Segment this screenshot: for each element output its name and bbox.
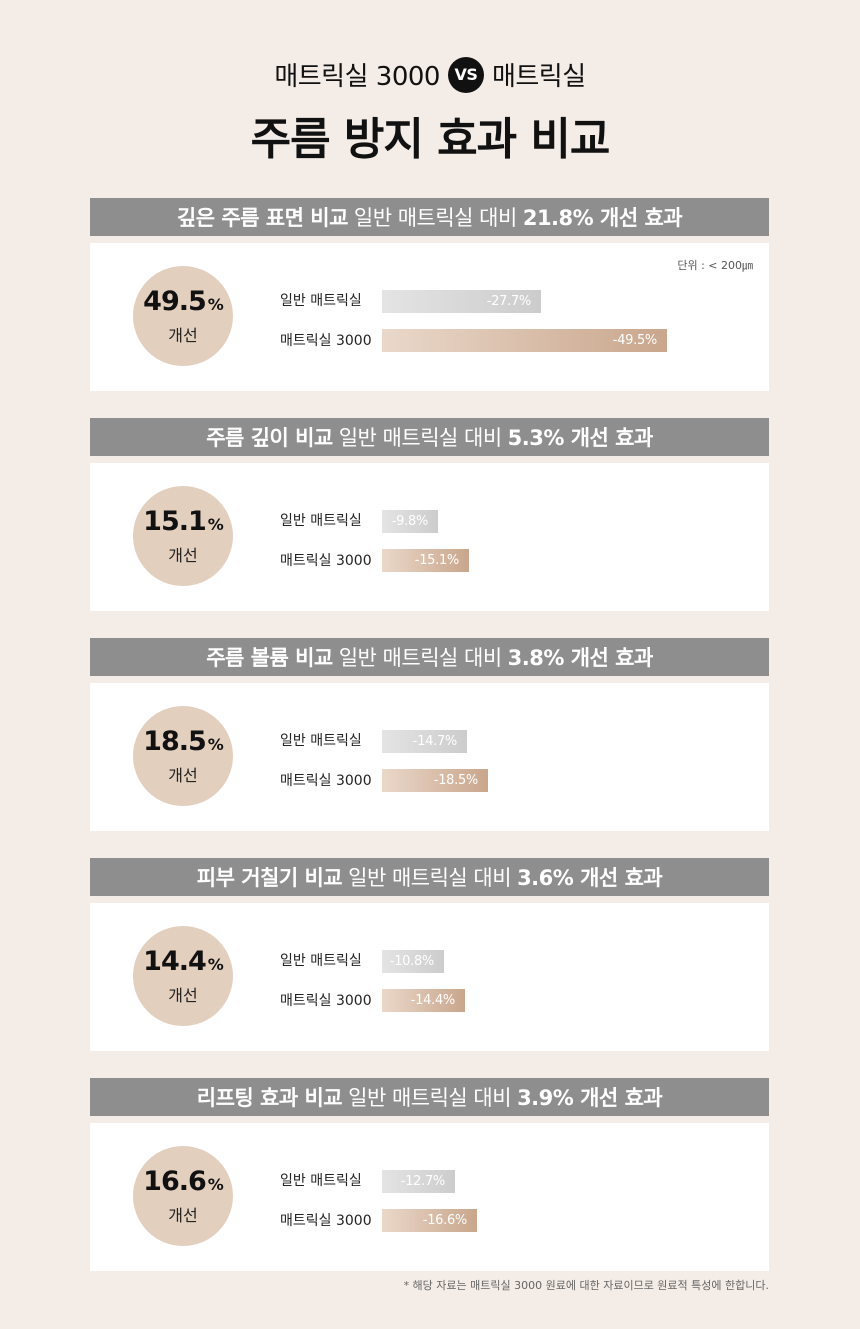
category-label: 일반 매트릭실 [280,733,362,749]
bar-value-label: -14.4% [410,993,456,1008]
comparison-section: 피부 거칠기 비교 일반 매트릭실 대비 3.6% 개선 효과 14.4% 개선 일반 매… [90,858,769,1051]
bar-value-label: -14.7% [412,734,458,749]
badge-value: 16.6 [143,1165,207,1197]
badge-unit: % [207,954,224,974]
badge-unit: % [207,734,224,754]
general-bar: -9.8% [382,510,438,533]
badge-value: 15.1 [143,505,207,537]
badge-value: 18.5 [143,725,207,757]
matrixyl-3000-bar: -15.1% [382,549,469,572]
section-title-improvement: 3.6% 개선 효과 [517,866,663,890]
section-title-bar: 주름 볼륨 비교 일반 매트릭실 대비 3.8% 개선 효과 [90,638,769,676]
improvement-badge: 15.1% 개선 [133,486,233,586]
category-label: 매트릭실 3000 [280,773,372,789]
bar-value-label: -10.8% [389,954,435,969]
footnote: * 해당 자료는 매트릭실 3000 원료에 대한 자료이므로 원료적 특성에 … [403,1279,769,1292]
comparison-section: 주름 볼륨 비교 일반 매트릭실 대비 3.8% 개선 효과 18.5% 개선 일반 매트… [90,638,769,831]
badge-percent: 15.1% [143,505,224,540]
subtitle: 매트릭실 3000 VS 매트릭실 [0,56,860,93]
badge-unit: % [207,294,224,314]
section-title-bold: 리프팅 효과 비교 [196,1086,343,1110]
unit-note: 단위 : < 200㎛ [677,259,753,272]
matrixyl-3000-bar: -14.4% [382,989,465,1012]
matrixyl-3000-bar: -16.6% [382,1209,477,1232]
section-title-bar: 주름 깊이 비교 일반 매트릭실 대비 5.3% 개선 효과 [90,418,769,456]
matrixyl-3000-bar: -49.5% [382,329,667,352]
general-bar: -10.8% [382,950,444,973]
section-title-improvement: 21.8% 개선 효과 [522,206,683,230]
section-title-normal: 일반 매트릭실 대비 [348,1086,512,1110]
category-label: 매트릭실 3000 [280,553,372,569]
bar-value-label: -16.6% [422,1213,468,1228]
section-title-improvement: 3.8% 개선 효과 [507,646,654,670]
category-label: 매트릭실 3000 [280,1213,372,1229]
badge-label: 개선 [168,985,198,1005]
general-bar: -27.7% [382,290,541,313]
badge-unit: % [207,1174,224,1194]
bar-value-label: -15.1% [414,553,460,568]
page-title: 주름 방지 효과 비교 [250,114,611,165]
vs-badge: VS [447,56,484,93]
comparison-section: 주름 깊이 비교 일반 매트릭실 대비 5.3% 개선 효과 15.1% 개선 일반 매트… [90,418,769,611]
badge-value: 14.4 [143,945,207,977]
badge-label: 개선 [168,545,198,565]
bar-value-label: -49.5% [612,333,658,348]
badge-label: 개선 [168,1205,198,1225]
right-product-label: 매트릭실 [491,62,586,92]
section-title-normal: 일반 매트릭실 대비 [338,646,502,670]
section-title-normal: 일반 매트릭실 대비 [348,866,512,890]
section-title-bold: 깊은 주름 표면 비교 [176,206,349,230]
badge-percent: 18.5% [143,725,224,760]
comparison-section: 리프팅 효과 비교 일반 매트릭실 대비 3.9% 개선 효과 16.6% 개선 일반 매… [90,1078,769,1271]
category-label: 매트릭실 3000 [280,993,372,1009]
section-title-improvement: 3.9% 개선 효과 [517,1086,663,1110]
category-label: 일반 매트릭실 [280,513,362,529]
matrixyl-3000-bar: -18.5% [382,769,488,792]
comparison-section: 깊은 주름 표면 비교 일반 매트릭실 대비 21.8% 개선 효과 49.5% 개선 단… [90,198,769,391]
badge-value: 49.5 [143,285,207,317]
section-title-bold: 주름 볼륨 비교 [206,646,333,670]
badge-label: 개선 [168,765,198,785]
improvement-badge: 49.5% 개선 [133,266,233,366]
badge-label: 개선 [168,325,198,345]
improvement-badge: 14.4% 개선 [133,926,233,1026]
general-bar: -14.7% [382,730,467,753]
section-title-bold: 피부 거칠기 비교 [196,866,343,890]
badge-unit: % [207,514,224,534]
section-title-normal: 일반 매트릭실 대비 [338,426,502,450]
category-label: 일반 매트릭실 [280,293,362,309]
badge-percent: 14.4% [143,945,224,980]
bar-value-label: -12.7% [400,1174,446,1189]
section-title-bar: 피부 거칠기 비교 일반 매트릭실 대비 3.6% 개선 효과 [90,858,769,896]
category-label: 매트릭실 3000 [280,333,372,349]
section-title-improvement: 5.3% 개선 효과 [507,426,654,450]
section-title-bar: 깊은 주름 표면 비교 일반 매트릭실 대비 21.8% 개선 효과 [90,198,769,236]
bar-value-label: -27.7% [486,294,532,309]
category-label: 일반 매트릭실 [280,953,362,969]
improvement-badge: 18.5% 개선 [133,706,233,806]
bar-value-label: -9.8% [391,514,429,529]
section-title-normal: 일반 매트릭실 대비 [353,206,517,230]
badge-percent: 16.6% [143,1165,224,1200]
left-product-label: 매트릭실 3000 [274,62,440,92]
bar-value-label: -18.5% [433,773,479,788]
general-bar: -12.7% [382,1170,455,1193]
badge-percent: 49.5% [143,285,224,320]
category-label: 일반 매트릭실 [280,1173,362,1189]
improvement-badge: 16.6% 개선 [133,1146,233,1246]
section-title-bar: 리프팅 효과 비교 일반 매트릭실 대비 3.9% 개선 효과 [90,1078,769,1116]
section-title-bold: 주름 깊이 비교 [206,426,333,450]
